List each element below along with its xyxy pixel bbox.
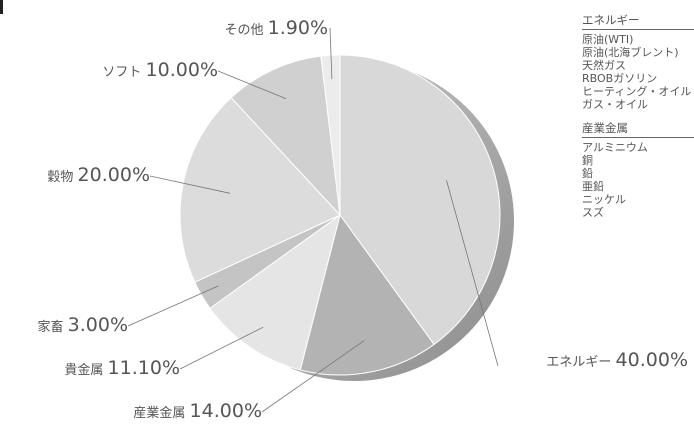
slice-label-value: 40.00% [616,349,688,371]
leader-line [261,340,365,413]
pie-slice [230,55,341,217]
leader-line [329,27,333,80]
slice-label: 産業金属 14.00% [133,400,262,422]
slice-label-name: ソフト [102,65,145,80]
slice-label-name: 穀物 [47,170,77,185]
slice-label-value: 14.00% [190,400,262,422]
slice-label: ソフト 10.00% [102,59,218,81]
legend-item: アルミニウム [582,141,648,154]
legend-item: 鉛 [582,167,593,180]
legend-group-energy: エネルギー 原油(WTI) 原油(北海ブレント) 天然ガス RBOBガソリン ヒ… [582,14,694,111]
slice-label-value: 11.10% [108,357,180,379]
slice-label: その他 1.90% [225,17,329,39]
legend-item: 原油(北海ブレント) [582,46,679,59]
legend-item: 亜鉛 [582,180,604,193]
slice-label-value: 10.00% [146,59,218,81]
legend-heading-energy: エネルギー [582,14,694,30]
leader-line [127,285,219,327]
slice-label-value: 1.90% [268,17,328,39]
slice-label: 穀物 20.00% [47,164,150,186]
corner-mark [0,0,3,14]
slice-label: エネルギー 40.00% [546,349,688,371]
slice-label-name: 家畜 [38,319,68,335]
chart-legend: エネルギー 原油(WTI) 原油(北海ブレント) 天然ガス RBOBガソリン ヒ… [582,14,694,230]
slice-label-value: 3.00% [68,314,128,336]
pie-slice [299,213,435,376]
legend-item: 天然ガス [582,59,626,72]
legend-item: 銅 [582,154,593,167]
leader-line [149,175,231,194]
pie-slice [320,54,341,216]
slice-label-value: 20.00% [78,164,150,186]
legend-item: ガス・オイル [582,98,648,111]
pie-slice [209,213,341,371]
legend-item: ヒーティング・オイル [582,85,692,98]
legend-item: ニッケル [582,193,626,206]
legend-heading-industrial-metals: 産業金属 [582,122,694,138]
slice-label-name: 貴金属 [64,362,107,378]
slice-label-name: エネルギー [546,355,615,370]
pie-slice [339,54,501,346]
slice-label-name: 産業金属 [133,405,189,421]
slice-label: 家畜 3.00% [38,314,129,336]
legend-item: 原油(WTI) [582,33,634,46]
slice-label-name: その他 [225,23,268,38]
legend-group-industrial-metals: 産業金属 アルミニウム 銅 鉛 亜鉛 ニッケル スズ [582,122,694,219]
legend-item: スズ [582,206,604,219]
leader-line [179,326,264,370]
pie-slice [179,96,341,283]
slice-label: 貴金属 11.10% [64,357,180,379]
legend-item: RBOBガソリン [582,72,658,85]
leader-line [446,180,499,367]
leader-line [217,70,287,100]
